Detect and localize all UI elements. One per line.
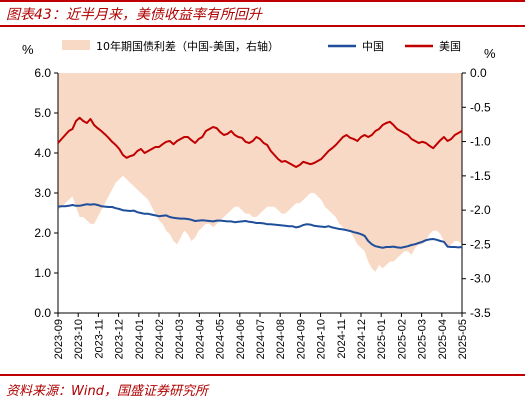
x-tick-label: 2024-06 [235,319,247,359]
right-tick-label: 0.0 [470,66,487,80]
x-tick-label: 2024-03 [174,319,186,359]
top-rule [0,0,525,2]
right-tick-label: -1.0 [470,135,491,149]
chart-title: 图表43：近半月来，美债收益率有所回升 [6,7,262,23]
x-tick-label: 2024-09 [295,319,307,359]
legend-swatch-spread [62,40,90,50]
right-tick-label: -1.5 [470,169,491,183]
x-tick-label: 2024-11 [336,319,348,359]
x-tick-label: 2024-05 [215,319,227,359]
x-tick-label: 2025-04 [437,319,449,359]
x-tick-label: 2023-12 [114,319,126,359]
x-tick-label: 2024-10 [316,319,328,359]
spread-area [58,73,462,272]
right-tick-label: -3.5 [470,306,491,320]
right-tick-label: -0.5 [470,100,491,114]
left-tick-label: 6.0 [34,66,51,80]
right-axis-label: % [484,46,496,61]
right-tick-label: -2.0 [470,203,491,217]
legend: 10年期国债利差（中国-美国，右轴） 中国 美国 [62,39,461,53]
x-tick-label: 2024-02 [154,319,166,359]
china-yield-line [57,203,463,249]
right-tick-label: -3.0 [470,272,491,286]
left-tick-label: 4.0 [34,146,51,160]
x-tick-label: 2024-01 [134,319,146,359]
bottom-rule [0,374,525,376]
left-tick-label: 2.0 [34,226,51,240]
source-note: 资料来源：Wind，国盛证券研究所 [6,384,208,399]
left-axis-label: % [22,42,34,57]
legend-label-spread: 10年期国债利差（中国-美国，右轴） [96,39,279,53]
x-tick-label: 2023-11 [93,319,105,359]
left-tick-label: 1.0 [34,266,51,280]
x-tick-label: 2025-02 [396,319,408,359]
axes-layer: 0.0 1.0 2.0 3.0 4.0 5.0 6.0 0.0 -0.5 -1.0 -1.5 -2.0… [34,66,491,359]
right-tick-label: -2.5 [470,237,491,251]
left-tick-label: 3.0 [34,186,51,200]
left-tick-label: 0.0 [34,306,51,320]
title-rule [0,25,525,27]
x-tick-label: 2024-07 [255,319,267,359]
x-tick-label: 2024-04 [194,319,206,359]
lines-layer [57,116,463,249]
spread-area-layer [58,73,462,272]
legend-label-us: 美国 [439,40,461,53]
x-tick-label: 2025-01 [376,319,388,359]
x-tick-label: 2025-05 [457,319,469,359]
us-yield-line [57,116,463,168]
x-tick-label: 2023-09 [53,319,65,359]
legend-label-china: 中国 [362,40,384,53]
x-tick-label: 2025-03 [417,319,429,359]
x-tick-label: 2024-12 [356,319,368,359]
x-tick-label: 2024-08 [275,319,287,359]
left-tick-label: 5.0 [34,106,51,120]
x-tick-label: 2023-10 [73,319,85,359]
